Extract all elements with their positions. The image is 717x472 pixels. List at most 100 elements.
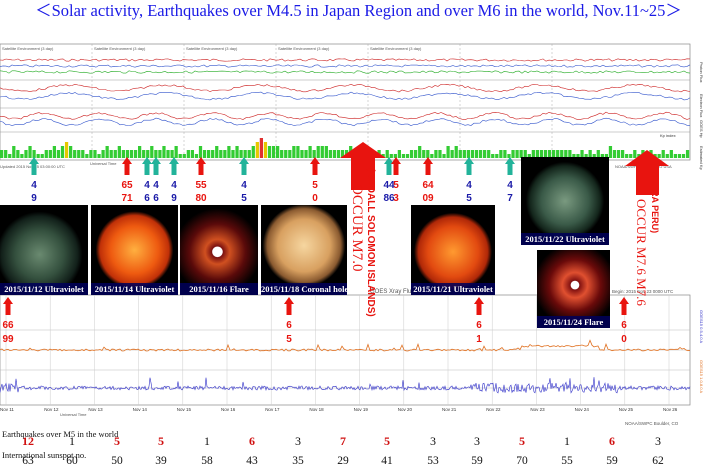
x-tick-label: Nov 20 [398,407,413,412]
image-label-2: 2015/11/14 Ultraviolet [91,283,178,295]
kp-bar [499,150,503,158]
kp-bar [564,150,568,158]
kp-bar [600,154,604,158]
kp-bar [584,154,588,158]
kp-bar [44,150,48,158]
kp-bar [633,150,637,158]
arrow-bottom-value: 1 [476,334,482,345]
kp-bar [466,150,471,158]
arrow-bottom-value: 9 [31,193,37,204]
sunspot-number: 39 [155,455,167,467]
x-tick-label: Nov 25 [619,407,634,412]
arrow-top-value: 6 [476,320,482,331]
kp-bar [28,146,32,158]
arrow-top-value: 4 [171,180,177,191]
x-tick-label: Nov 22 [486,407,501,412]
earthquake-count: 12 [22,434,34,448]
kp-bar [0,150,4,158]
lower-x-axis-label: Universal Time [60,412,87,417]
kp-bar [483,150,487,158]
x-tick-label: Nov 11 [0,407,14,412]
kp-bar [174,146,178,158]
sunspot-number: 59 [471,455,483,467]
kp-bar [487,150,491,158]
image-panel-7: 2015/11/24 Flare [537,250,610,328]
kp-bar [4,150,8,158]
x-tick-label: Nov 24 [575,407,590,412]
kp-bar [89,150,93,158]
arrow-shape [29,157,39,175]
kp-bar [414,150,418,158]
arrow-top-value: 65 [121,180,133,191]
kp-bar [142,150,146,158]
arrow-shape [391,157,401,175]
kp-bar [511,150,515,158]
kp-bar [121,150,126,158]
event-arrow: 50 [310,157,320,204]
lower-credit: NOAA/SWPC Boulder, CO [625,421,679,426]
arrow-shape [122,157,132,175]
kp-bar [296,146,300,158]
kp-bar [239,150,243,158]
kp-bar [393,154,397,158]
kp-bar [685,150,690,158]
bottom-event-arrow: 60 [619,297,629,345]
x-tick-label: Nov 12 [44,407,59,412]
kp-bar [255,142,259,158]
arrow-top-value: 5 [312,180,318,191]
kp-bar [77,150,81,158]
kp-bar [308,146,312,158]
kp-bar [154,150,158,158]
event-arrow: 46 [151,157,161,204]
kp-bar [316,146,320,158]
image-panel-5: 2015/11/21 Ultraviolet [411,205,495,295]
kp-tag: Kp index [660,133,676,138]
image-label-4: 2015/11/18 Coronal hole [261,283,347,295]
big-event-1-place: (DADALL SOLOMON ISLANDS) [365,168,376,317]
arrow-top-value: 64 [422,180,434,191]
kp-bar [462,150,466,158]
kp-bar [336,150,341,158]
arrow-bottom-value: 7 [507,193,513,204]
upper-right-label: Estimated Kp [699,146,704,171]
kp-bar [572,154,576,158]
kp-bar [673,154,678,158]
earthquake-count: 1 [69,434,75,448]
top-arrows: 49657146464955804550448653640945474476 [29,157,541,204]
kp-bar [405,154,410,158]
kp-bar [535,150,540,158]
kp-bar [24,150,28,158]
kp-bar [495,154,499,158]
arrow-shape [284,297,294,315]
earthquake-count: 6 [249,434,255,448]
kp-bar [552,150,556,158]
kp-bar [340,150,345,158]
kp-bar [207,150,211,158]
x-tick-label: Nov 15 [177,407,192,412]
sunspot-row: International sunspot no. 63 60 50 39 58 43 35… [0,450,717,471]
event-arrow: 45 [239,157,249,204]
arrow-shape [151,157,161,175]
kp-bar [292,146,296,158]
proton-flux-line [0,58,691,62]
event-arrow: 49 [169,157,179,204]
kp-bar [300,150,304,158]
kp-bar [288,150,292,158]
kp-bar [491,154,495,158]
kp-bar [430,154,434,158]
arrow-top-value: 44 [383,180,395,191]
kp-bar [450,150,454,158]
bottom-event-arrow: 61 [474,297,484,345]
kp-bar [507,154,511,158]
kp-bar [588,150,592,158]
image-panel-3: 2015/11/16 Flare [180,205,258,295]
sunspot-number: 53 [427,455,439,467]
kp-bar [568,150,572,158]
kp-bar [397,150,402,158]
kp-bar [170,150,174,158]
image-panel-2: 2015/11/14 Ultraviolet [91,205,178,295]
arrow-bottom-value: 3 [393,193,399,204]
arrow-top-value: 4 [144,180,150,191]
kp-bar [592,154,596,158]
upper-right-label: GOES Hp [699,120,704,139]
